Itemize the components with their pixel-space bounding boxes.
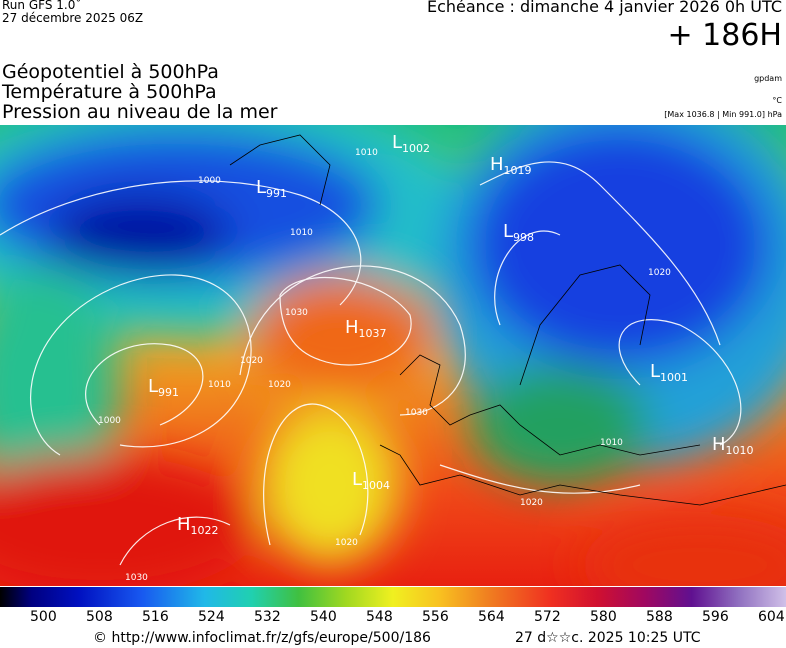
run-date: 27 décembre 2025 06Z [2,11,144,25]
isobar-label: 1020 [335,538,358,548]
forecast-time: Echéance : dimanche 4 janvier 2026 0h UT… [426,0,782,16]
colorbar-label: 508 [86,609,113,625]
center-value: 991 [158,386,179,399]
center-value: 1010 [726,444,754,457]
pressure-center: L1004 [352,469,390,492]
center-value: 1022 [191,524,219,537]
colorbar-label: 524 [198,609,225,625]
isobar-label: 1020 [648,268,671,278]
field-name: Géopotentiel à 500hPa [2,61,219,83]
field-name: Température à 500hPa [2,81,217,103]
pressure-center: H1022 [177,514,219,537]
map: L1002H1019L991L998H1037L991L1001H1010L10… [0,125,786,586]
pressure-center: L1002 [392,132,430,155]
pressure-center: H1010 [712,434,754,457]
center-letter: L [503,221,513,242]
pressure-center: L991 [148,376,179,399]
center-letter: H [712,434,726,455]
unit: [Max 1036.8 | Min 991.0] hPa [664,110,782,119]
pressure-center: H1037 [345,317,387,340]
isobar-label: 1030 [285,308,308,318]
colorbar-label: 548 [366,609,393,625]
colorbar-label: 500 [30,609,57,625]
center-letter: L [148,376,158,397]
colorbar-label: 596 [702,609,729,625]
run-label: Run GFS 1.0˚ [2,0,82,12]
isobar-label: 1000 [98,416,121,426]
isobar-label: 1000 [198,176,221,186]
isobar-label: 1020 [240,356,263,366]
center-letter: L [650,361,660,382]
colorbar-label: 564 [478,609,505,625]
colorbar-label: 604 [758,609,785,625]
center-value: 1001 [660,371,688,384]
colorbar-label: 580 [590,609,617,625]
center-letter: L [256,177,266,198]
colorbar-label: 540 [310,609,337,625]
isobar-label: 1030 [405,408,428,418]
center-value: 1037 [359,327,387,340]
pressure-center: H1019 [490,154,532,177]
unit: °C [772,96,782,105]
center-letter: H [345,317,359,338]
footer-url: © http://www.infoclimat.fr/z/gfs/europe/… [93,630,431,646]
colorbar-label: 572 [534,609,561,625]
isobar-label: 1010 [600,438,623,448]
center-letter: L [352,469,362,490]
isobar-label: 1020 [520,498,543,508]
center-value: 991 [266,187,287,200]
center-value: 1002 [402,142,430,155]
center-value: 1004 [362,479,390,492]
pressure-center: L991 [256,177,287,200]
isobar-label: 1010 [208,380,231,390]
isobar-label: 1030 [125,573,148,583]
isobar-label: 1020 [268,380,291,390]
pressure-center: L998 [503,221,534,244]
colorbar-label: 588 [646,609,673,625]
lead-time: + 186H [667,18,783,53]
colorbar [0,587,786,607]
footer-timestamp: 27 d☆☆c. 2025 10:25 UTC [515,630,701,646]
field-name: Pression au niveau de la mer [2,101,278,123]
isobar-label: 1010 [290,228,313,238]
center-letter: L [392,132,402,153]
isobar-label: 1010 [355,148,378,158]
center-letter: H [490,154,504,175]
center-value: 998 [513,231,534,244]
colorbar-label: 556 [422,609,449,625]
pressure-center: L1001 [650,361,688,384]
center-letter: H [177,514,191,535]
colorbar-label: 516 [142,609,169,625]
colorbar-label: 532 [254,609,281,625]
center-value: 1019 [504,164,532,177]
unit: gpdam [754,74,782,83]
